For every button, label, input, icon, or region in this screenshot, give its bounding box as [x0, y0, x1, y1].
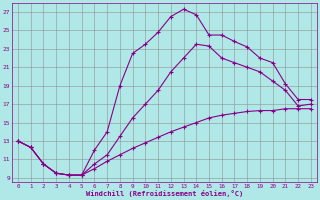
X-axis label: Windchill (Refroidissement éolien,°C): Windchill (Refroidissement éolien,°C): [86, 190, 243, 197]
